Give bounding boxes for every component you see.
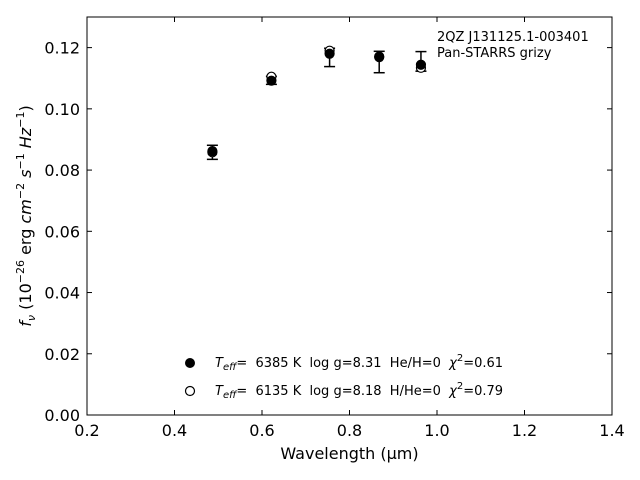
y-tick-label: 0.12 [44, 39, 80, 58]
data-points [207, 45, 427, 158]
y-tick-label: 0.04 [44, 284, 80, 303]
x-tick-label: 0.4 [162, 421, 187, 440]
legend-entry-filled: Teff= 6385 K log g=8.31 He/H=0 χ2=0.61 [215, 353, 503, 373]
legend-marker-filled [185, 358, 195, 368]
x-tick-label: 1.0 [424, 421, 449, 440]
y-tick-label: 0.02 [44, 345, 80, 364]
point-filled [207, 145, 218, 157]
y-tick-label: 0.06 [44, 222, 80, 241]
y-tick-label: 0.08 [44, 161, 80, 180]
y-tick-label: 0.10 [44, 100, 80, 119]
point-filled [266, 75, 277, 86]
point-filled [415, 59, 427, 70]
y-tick-label: 0.00 [44, 406, 80, 425]
x-tick-label: 1.4 [599, 421, 624, 440]
x-tick-label: 0.2 [74, 421, 99, 440]
point-filled [324, 48, 335, 59]
y-axis-title: fν (10−26 erg cm−2 s−1 Hz−1) [14, 105, 38, 326]
annotation-survey: Pan-STARRS grizy [437, 46, 552, 61]
x-tick-label: 1.2 [512, 421, 537, 440]
legend: Teff= 6385 K log g=8.31 He/H=0 χ2=0.61 T… [184, 353, 503, 401]
x-tick-label: 0.6 [249, 421, 274, 440]
point-filled [374, 51, 385, 62]
plot-area [86, 16, 613, 416]
x-axis-title: Wavelength (μm) [280, 444, 418, 463]
x-tick-label: 0.8 [337, 421, 362, 440]
legend-entry-open: Teff= 6135 K log g=8.18 H/He=0 χ2=0.79 [215, 381, 503, 401]
axis-ticks: 0.2 0.4 0.6 0.8 1.0 1.2 1.4 0.00 0.02 0.04 0.06 0.0… [44, 17, 625, 440]
annotation-object-name: 2QZ J131125.1-003401 [437, 30, 589, 45]
legend-marker-open [184, 385, 196, 397]
